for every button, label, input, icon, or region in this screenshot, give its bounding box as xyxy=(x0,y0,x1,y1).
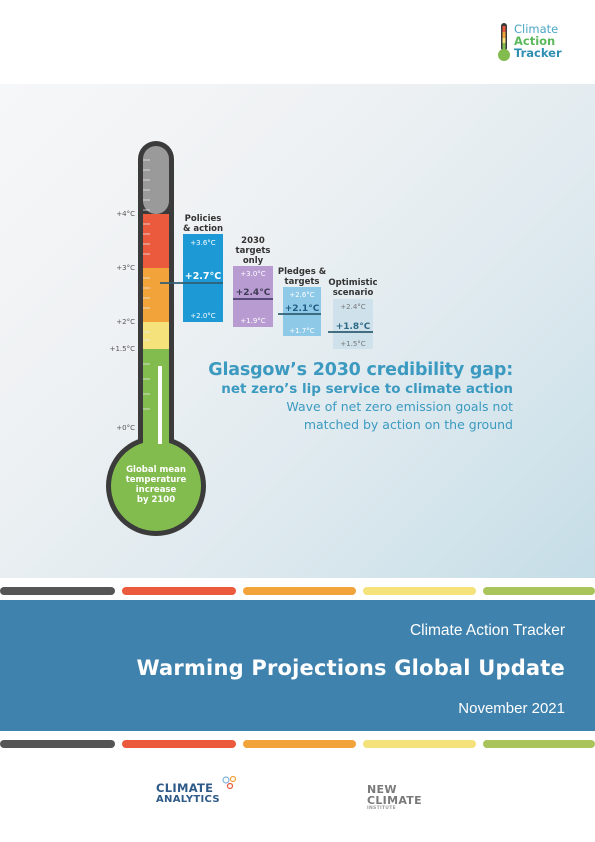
axis-tick-1-5: +1.5°C xyxy=(110,345,135,353)
stripe-segment xyxy=(243,740,356,748)
ca-line-1: CLIMATE xyxy=(156,781,214,795)
band-orange xyxy=(143,268,169,322)
bulb-label-line-1: Global mean xyxy=(126,465,186,475)
scenario-2-high: +3.0°C xyxy=(240,270,265,278)
stripe-segment xyxy=(0,740,115,748)
stripe-segment xyxy=(483,740,595,748)
scenario-1-name-line-2: & action xyxy=(183,224,223,234)
logo-line-3: Tracker xyxy=(514,46,562,60)
scenario-policies-action: Policies & action +3.6°C +2.7°C +2.0°C xyxy=(160,214,223,322)
headline-line-4: matched by action on the ground xyxy=(303,417,513,432)
thermometer-logo-icon xyxy=(498,23,510,61)
stripe-segment xyxy=(0,587,115,595)
scenario-1-low: +2.0°C xyxy=(190,312,215,320)
nci-line-2: CLIMATE xyxy=(367,794,422,807)
scenario-2-range-box xyxy=(233,266,273,327)
headline-line-3: Wave of net zero emission goals not xyxy=(286,399,513,414)
scenario-4-name-line-2: scenario xyxy=(333,288,374,298)
stripe-segment xyxy=(122,587,236,595)
climate-analytics-logo: CLIMATE ANALYTICS xyxy=(156,781,220,805)
band-green xyxy=(143,349,169,449)
stripe-segment xyxy=(363,587,476,595)
thermometer-empty-section xyxy=(143,146,169,214)
new-climate-institute-logo: NEW CLIMATE INSTITUTE xyxy=(367,784,422,812)
scenario-2-central: +2.4°C xyxy=(236,288,271,298)
thermometer-bulb xyxy=(111,441,201,531)
band-red xyxy=(143,214,169,268)
stripe-segment xyxy=(122,740,236,748)
report-title: Warming Projections Global Update xyxy=(136,656,565,680)
report-date: November 2021 xyxy=(458,700,565,717)
scenario-4-name-line-1: Optimistic xyxy=(328,278,377,288)
scenario-3-range-box xyxy=(283,287,321,336)
headline: Glasgow’s 2030 credibility gap: net zero… xyxy=(208,360,513,433)
scenario-1-name-line-1: Policies xyxy=(185,214,222,224)
scenario-3-low: +1.7°C xyxy=(289,327,314,335)
scenario-3-name-line-1: Pledges & xyxy=(278,267,327,277)
scenario-3-name-line-2: targets xyxy=(285,277,320,287)
nci-line-1: NEW xyxy=(367,783,397,796)
scenario-optimistic: Optimistic scenario +2.4°C +1.8°C +1.5°C xyxy=(328,278,378,349)
headline-line-2: net zero’s lip service to climate action xyxy=(221,381,513,397)
climate-analytics-dots-icon xyxy=(222,775,237,790)
thermometer-infographic: +4°C +3°C +2°C +1.5°C +0°C Global mean t… xyxy=(106,141,378,536)
scenario-4-range-box xyxy=(333,299,373,349)
scenario-1-range-box xyxy=(183,234,223,322)
ca-line-2: ANALYTICS xyxy=(156,794,220,805)
scenario-2030-targets: 2030 targets only +3.0°C +2.4°C +1.9°C xyxy=(233,236,273,327)
scenario-2-name-line-1: 2030 xyxy=(241,236,265,246)
axis-tick-4: +4°C xyxy=(116,210,135,218)
axis-tick-0: +0°C xyxy=(116,424,135,432)
axis-tick-2: +2°C xyxy=(116,318,135,326)
headline-line-1: Glasgow’s 2030 credibility gap: xyxy=(208,360,513,380)
stripe-segment xyxy=(363,740,476,748)
color-stripe-bottom xyxy=(0,740,595,748)
scenario-1-high: +3.6°C xyxy=(190,239,215,247)
scenario-2-low: +1.9°C xyxy=(240,317,265,325)
stripe-segment xyxy=(483,587,595,595)
scenario-4-high: +2.4°C xyxy=(340,303,365,311)
scenario-4-low: +1.5°C xyxy=(340,340,365,348)
scenario-2-name-line-3: only xyxy=(243,256,264,266)
scenario-2-name-line-2: targets xyxy=(236,246,271,256)
axis-tick-3: +3°C xyxy=(116,264,135,272)
color-stripe-top xyxy=(0,587,595,595)
bulb-label-line-4: by 2100 xyxy=(137,495,175,505)
logo-line-1: Climate xyxy=(514,22,559,36)
thermometer-reflection xyxy=(158,366,162,444)
bulb-label-line-3: increase xyxy=(136,485,177,495)
title-band: Climate Action Tracker Warming Projectio… xyxy=(0,600,595,731)
scenario-4-central: +1.8°C xyxy=(336,322,371,332)
scenario-3-central: +2.1°C xyxy=(285,304,320,314)
scenario-3-high: +2.6°C xyxy=(289,291,314,299)
stripe-segment xyxy=(243,587,356,595)
thermometer-ticks xyxy=(143,159,150,410)
nci-line-3: INSTITUTE xyxy=(367,806,396,811)
band-yellow xyxy=(143,322,169,349)
scenario-pledges-targets: Pledges & targets +2.6°C +2.1°C +1.7°C xyxy=(278,267,327,336)
org-name: Climate Action Tracker xyxy=(409,622,565,639)
logo-line-2: Action xyxy=(514,34,556,48)
hero-panel: +4°C +3°C +2°C +1.5°C +0°C Global mean t… xyxy=(0,84,595,578)
bulb-label-line-2: temperature xyxy=(126,475,187,485)
scenario-1-central: +2.7°C xyxy=(185,271,222,282)
climate-action-tracker-logo: Climate Action Tracker xyxy=(494,20,574,64)
